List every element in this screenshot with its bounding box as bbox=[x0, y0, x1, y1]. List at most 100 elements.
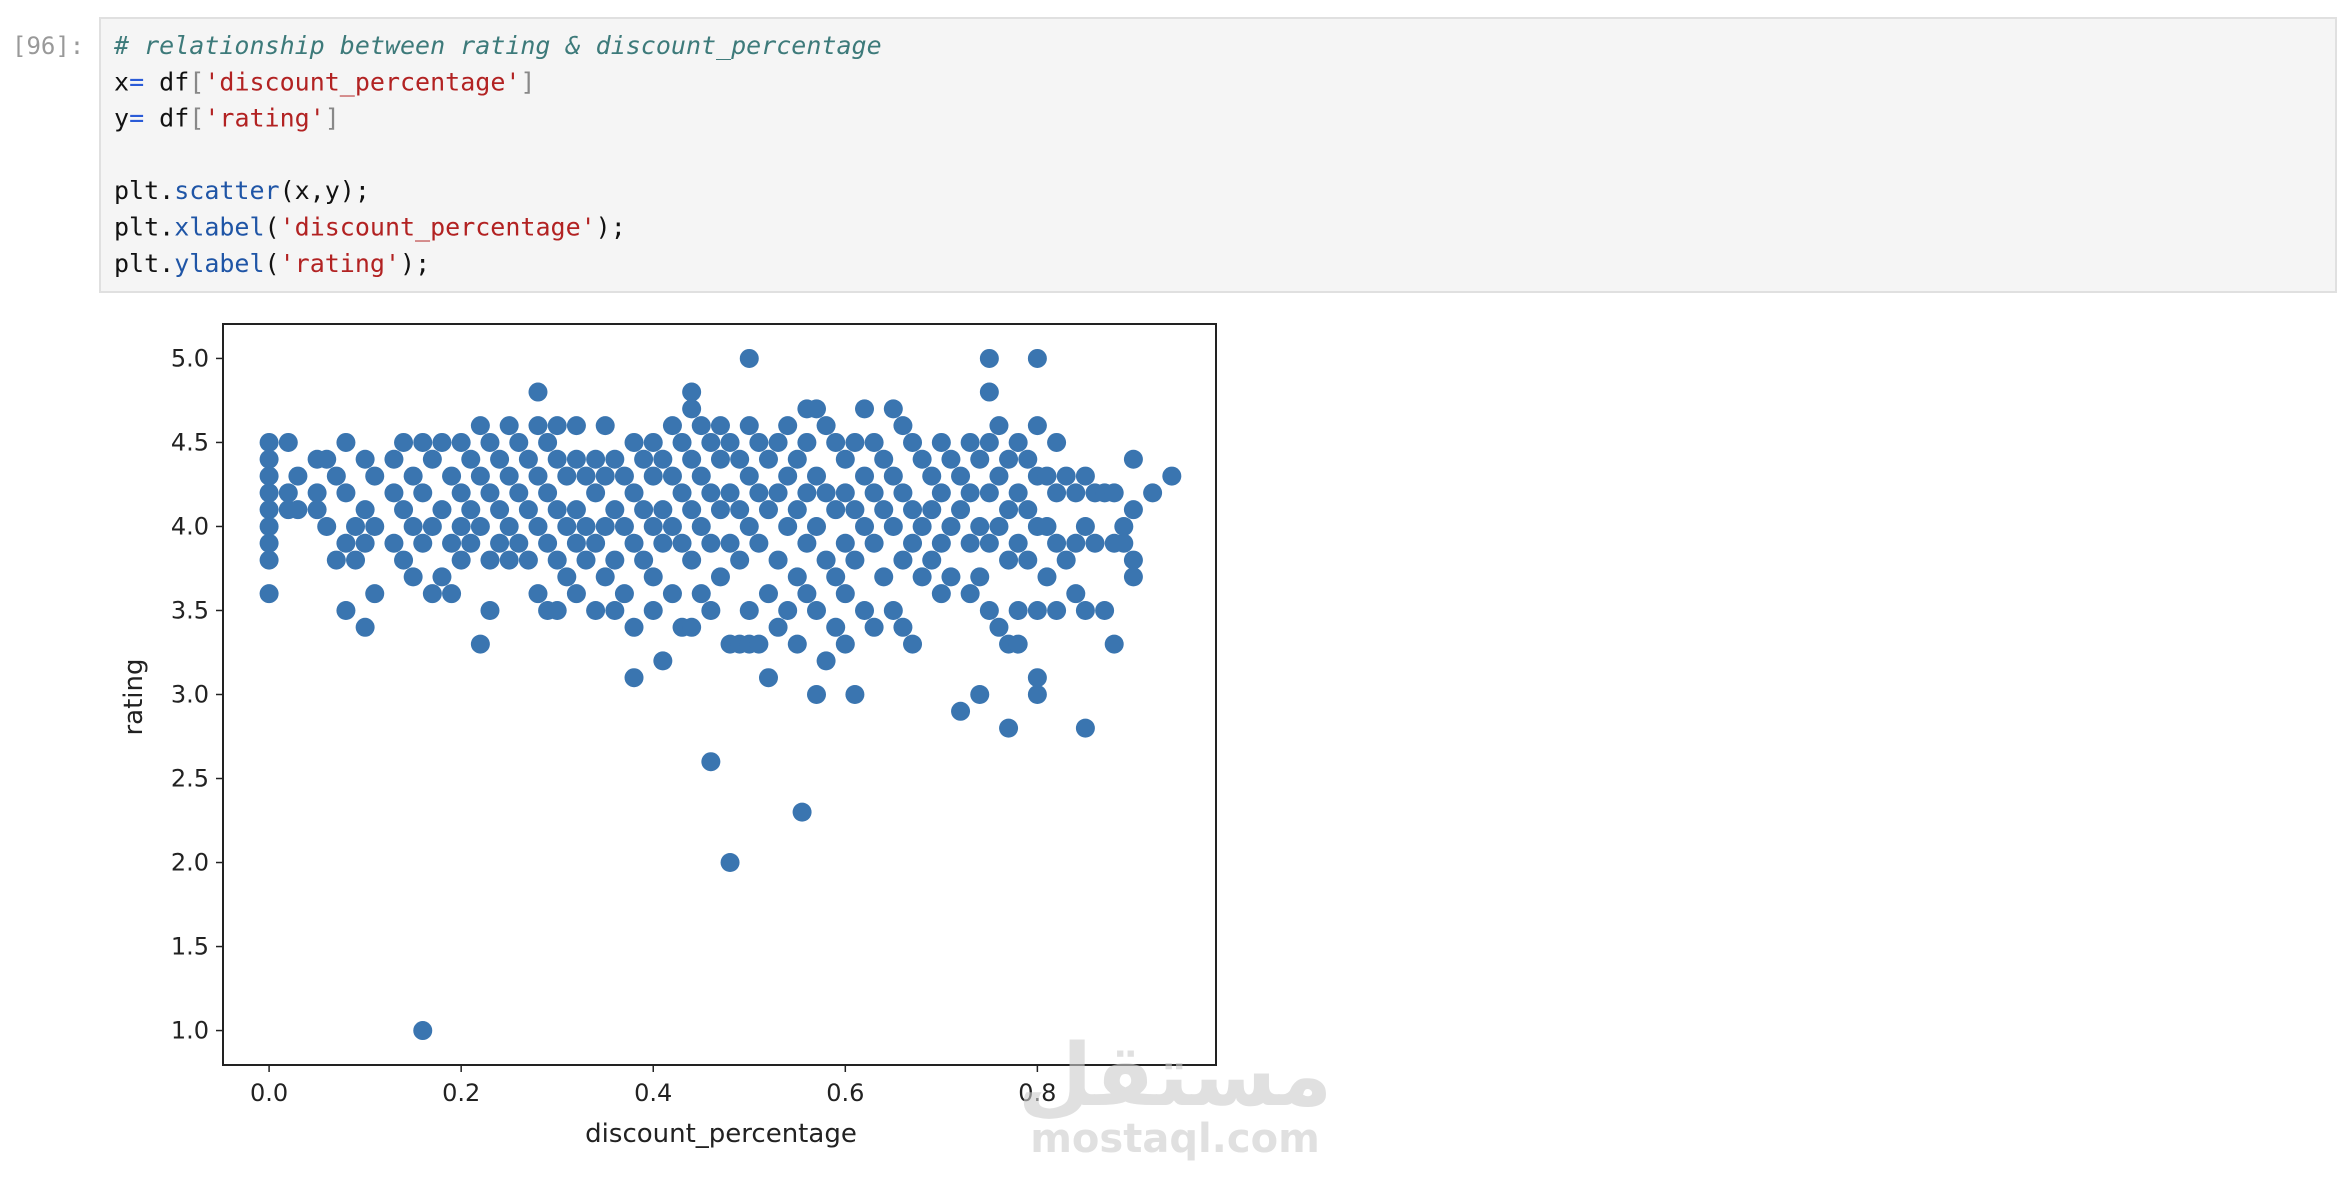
scatter-point bbox=[422, 584, 442, 604]
y-tick-label: 4.0 bbox=[171, 512, 209, 540]
scatter-point bbox=[403, 516, 423, 536]
scatter-point bbox=[1056, 466, 1076, 486]
scatter-point bbox=[816, 483, 836, 503]
scatter-point bbox=[931, 432, 951, 452]
scatter-point bbox=[566, 449, 586, 469]
scatter-point bbox=[451, 550, 471, 570]
scatter-point bbox=[931, 533, 951, 553]
scatter-point bbox=[874, 449, 894, 469]
scatter-point bbox=[1008, 432, 1028, 452]
scatter-point bbox=[1047, 600, 1067, 620]
scatter-point bbox=[288, 500, 308, 520]
scatter-point bbox=[470, 634, 490, 654]
x-tick-label: 0.0 bbox=[250, 1079, 288, 1107]
scatter-point bbox=[999, 550, 1019, 570]
scatter-point bbox=[605, 600, 625, 620]
scatter-point bbox=[1095, 600, 1115, 620]
scatter-point bbox=[1008, 600, 1028, 620]
scatter-point bbox=[595, 516, 615, 536]
scatter-point bbox=[778, 516, 798, 536]
scatter-point bbox=[442, 533, 462, 553]
scatter-point bbox=[1027, 600, 1047, 620]
scatter-point bbox=[682, 449, 702, 469]
scatter-point bbox=[835, 533, 855, 553]
scatter-point bbox=[1085, 533, 1105, 553]
scatter-point bbox=[605, 550, 625, 570]
scatter-point bbox=[768, 432, 788, 452]
code-line: plt.scatter(x,y); bbox=[114, 176, 370, 205]
scatter-point bbox=[758, 449, 778, 469]
scatter-point bbox=[883, 516, 903, 536]
scatter-point bbox=[566, 533, 586, 553]
scatter-point bbox=[701, 483, 721, 503]
code-cell[interactable] bbox=[99, 17, 2337, 293]
scatter-point bbox=[317, 516, 337, 536]
scatter-point bbox=[845, 550, 865, 570]
scatter-point bbox=[586, 533, 606, 553]
code-token: [ bbox=[189, 67, 204, 96]
scatter-point bbox=[278, 432, 298, 452]
scatter-point bbox=[999, 500, 1019, 520]
code-token: (x,y); bbox=[280, 176, 370, 205]
code-token: ] bbox=[325, 104, 340, 133]
scatter-point bbox=[586, 449, 606, 469]
scatter-point bbox=[672, 533, 692, 553]
scatter-point bbox=[778, 600, 798, 620]
scatter-point bbox=[624, 483, 644, 503]
scatter-point bbox=[394, 500, 414, 520]
scatter-point bbox=[259, 533, 279, 553]
scatter-point bbox=[999, 449, 1019, 469]
code-line: plt.xlabel('discount_percentage'); bbox=[114, 213, 626, 242]
scatter-point bbox=[989, 416, 1009, 436]
code-token: plt. bbox=[114, 176, 174, 205]
scatter-point bbox=[326, 550, 346, 570]
scatter-point bbox=[422, 449, 442, 469]
scatter-point bbox=[422, 516, 442, 536]
scatter-point bbox=[979, 600, 999, 620]
scatter-point bbox=[355, 617, 375, 637]
scatter-point bbox=[970, 449, 990, 469]
code-token: x bbox=[114, 67, 129, 96]
scatter-point bbox=[730, 550, 750, 570]
scatter-point bbox=[528, 516, 548, 536]
scatter-point bbox=[509, 533, 529, 553]
scatter-point bbox=[1027, 348, 1047, 368]
scatter-point bbox=[749, 483, 769, 503]
scatter-point bbox=[528, 416, 548, 436]
scatter-point bbox=[662, 466, 682, 486]
scatter-point bbox=[653, 533, 673, 553]
scatter-point bbox=[259, 584, 279, 604]
scatter-point bbox=[691, 516, 711, 536]
scatter-point bbox=[1037, 466, 1057, 486]
scatter-point bbox=[970, 516, 990, 536]
scatter-point bbox=[490, 449, 510, 469]
scatter-point bbox=[1018, 550, 1038, 570]
scatter-point bbox=[451, 483, 471, 503]
scatter-point bbox=[778, 416, 798, 436]
scatter-point bbox=[1123, 449, 1143, 469]
scatter-point bbox=[768, 550, 788, 570]
scatter-point bbox=[922, 550, 942, 570]
scatter-point bbox=[643, 516, 663, 536]
scatter-point bbox=[672, 432, 692, 452]
scatter-point bbox=[1047, 533, 1067, 553]
scatter-point bbox=[835, 584, 855, 604]
scatter-point bbox=[1066, 483, 1086, 503]
code-token: 'rating' bbox=[280, 249, 400, 278]
scatter-point bbox=[346, 550, 366, 570]
scatter-point bbox=[547, 449, 567, 469]
scatter-point bbox=[518, 500, 538, 520]
scatter-point bbox=[1143, 483, 1163, 503]
scatter-point bbox=[307, 483, 327, 503]
scatter-point bbox=[845, 500, 865, 520]
scatter-point bbox=[730, 500, 750, 520]
scatter-point bbox=[835, 634, 855, 654]
y-tick-label: 2.0 bbox=[171, 849, 209, 877]
scatter-point bbox=[509, 483, 529, 503]
scatter-point bbox=[624, 432, 644, 452]
scatter-point bbox=[989, 516, 1009, 536]
y-axis-label: rating bbox=[119, 658, 149, 735]
scatter-point bbox=[787, 567, 807, 587]
scatter-point bbox=[413, 533, 433, 553]
scatter-point bbox=[1075, 466, 1095, 486]
